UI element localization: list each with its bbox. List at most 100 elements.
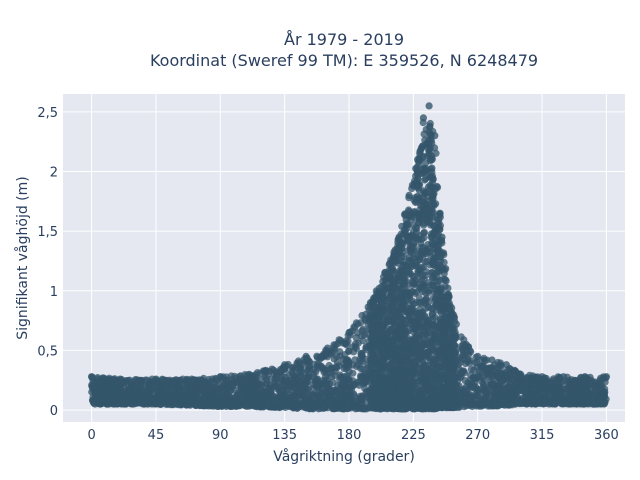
data-point [421, 190, 429, 198]
data-point [412, 224, 420, 232]
data-point [402, 290, 410, 298]
data-point [444, 284, 452, 292]
data-point [418, 247, 426, 255]
data-point [396, 247, 404, 255]
data-point [176, 387, 184, 395]
data-point [429, 191, 437, 199]
data-point [436, 336, 444, 344]
data-point [200, 374, 208, 382]
data-point [330, 355, 338, 363]
data-points [88, 102, 611, 413]
data-point [124, 385, 132, 393]
data-point [402, 348, 410, 356]
data-point [235, 401, 243, 409]
data-point [399, 240, 407, 248]
data-point [401, 227, 409, 235]
data-point [285, 371, 293, 379]
data-point [466, 356, 474, 364]
data-point [428, 156, 436, 164]
data-point [231, 372, 239, 380]
data-point [225, 401, 233, 409]
data-point [440, 258, 448, 266]
data-point [427, 387, 435, 396]
data-point [96, 398, 104, 406]
data-point [266, 386, 274, 394]
data-point [405, 206, 413, 214]
data-point [262, 366, 270, 374]
data-point [418, 235, 426, 243]
data-point [386, 365, 394, 373]
data-point [411, 320, 419, 328]
data-point [364, 330, 372, 338]
data-point [408, 364, 416, 372]
data-point [216, 385, 224, 393]
data-point [420, 373, 429, 381]
data-point [256, 369, 264, 377]
data-point [426, 122, 434, 130]
data-point [418, 359, 426, 367]
data-point [354, 320, 362, 328]
data-point [429, 371, 437, 379]
data-point [392, 300, 400, 308]
data-point [420, 352, 428, 360]
data-point [405, 374, 413, 382]
data-point [336, 348, 344, 356]
data-point [401, 404, 409, 413]
data-point [433, 182, 441, 191]
data-point [304, 363, 312, 372]
data-point [320, 368, 328, 376]
data-point [302, 369, 310, 377]
data-point [428, 164, 436, 172]
data-point [407, 243, 415, 251]
data-point [425, 149, 433, 157]
data-point [438, 239, 446, 247]
data-point [428, 311, 436, 319]
data-point [308, 404, 316, 412]
data-point [429, 321, 437, 329]
data-point [412, 340, 420, 349]
data-point [403, 261, 411, 270]
data-point [414, 175, 422, 183]
data-point [419, 402, 427, 410]
data-point [350, 348, 358, 356]
data-point [399, 299, 407, 307]
data-point [376, 292, 384, 300]
data-point [359, 325, 367, 333]
data-point [422, 271, 430, 280]
data-point [317, 362, 325, 370]
data-point [488, 364, 496, 373]
data-point [494, 363, 502, 372]
data-point [424, 241, 432, 249]
data-point [138, 376, 146, 384]
data-point [200, 386, 208, 394]
data-point [564, 386, 572, 395]
data-point [404, 221, 412, 229]
data-point [237, 389, 245, 398]
data-point [384, 352, 392, 361]
data-point [335, 362, 343, 370]
data-point [481, 356, 489, 365]
data-point [381, 276, 390, 284]
data-point [239, 380, 247, 388]
data-point [417, 387, 425, 395]
data-point [544, 384, 552, 392]
data-point [318, 397, 326, 405]
data-point [411, 198, 420, 206]
data-point [335, 336, 343, 344]
data-point [297, 364, 305, 372]
data-point [146, 393, 154, 401]
data-point [598, 383, 606, 391]
data-point [450, 395, 458, 403]
data-point [489, 375, 498, 383]
data-point [494, 402, 502, 410]
data-point [345, 368, 353, 376]
data-point [409, 281, 417, 289]
data-point [544, 378, 553, 386]
data-point [444, 304, 452, 312]
data-point [425, 328, 433, 337]
data-point [259, 375, 267, 383]
data-point [345, 392, 354, 400]
data-point [334, 395, 342, 403]
data-point [425, 316, 433, 324]
data-point [433, 267, 441, 275]
